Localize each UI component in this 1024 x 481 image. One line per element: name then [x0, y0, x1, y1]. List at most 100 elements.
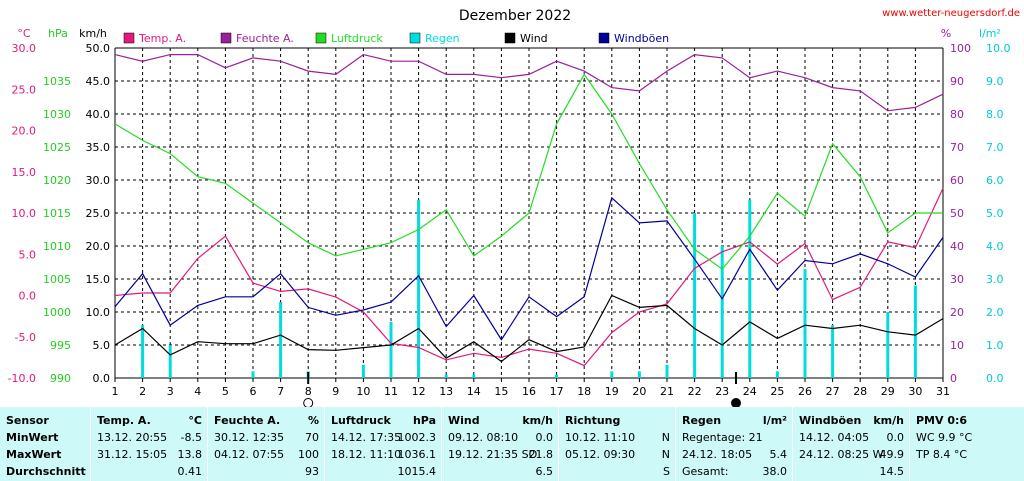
legend-swatch	[598, 32, 610, 44]
y-tick-label-humidity: 70	[950, 141, 964, 154]
y-tick-label-wind: 40.0	[86, 108, 111, 121]
y-tick-label-pressure: 995	[50, 339, 71, 352]
y-tick-label-pressure: 1030	[43, 108, 71, 121]
y-tick-label-temp: 25.0	[12, 83, 37, 96]
x-tick-label: 25	[770, 385, 784, 398]
y-tick-label-rain: 0.0	[986, 372, 1004, 385]
x-tick-label: 18	[577, 385, 591, 398]
rain-bar	[168, 345, 172, 378]
stats-value: 49.9	[879, 448, 905, 461]
x-tick-label: 29	[881, 385, 895, 398]
y-tick-label-temp: 0.0	[19, 290, 37, 303]
legend-label: Regen	[425, 32, 460, 45]
series-line-temp-a-	[114, 188, 944, 367]
y-tick-label-rain: 9.0	[986, 75, 1004, 88]
stats-value: 13.8	[177, 448, 203, 461]
y-tick-label-pressure: 1000	[43, 306, 71, 319]
stats-value: 0.0	[535, 431, 554, 444]
y-tick-label-humidity: 10	[950, 339, 964, 352]
weather-chart: Dezember 2022 www.wetter-neugersdorf.de …	[8, 8, 1020, 407]
y-tick-label-pressure: 1035	[43, 75, 71, 88]
rain-bar	[361, 364, 365, 378]
y-tick-label-pressure: 1025	[43, 141, 71, 154]
x-tick-label: 9	[332, 385, 339, 398]
legend-swatch	[220, 32, 232, 44]
rain-bar	[803, 269, 807, 378]
y-tick-label-humidity: 60	[950, 174, 964, 187]
x-tick-label: 22	[688, 385, 702, 398]
x-tick-label: 23	[715, 385, 729, 398]
stats-time: 18.12. 11:10	[331, 448, 402, 461]
y-tick-label-rain: 10.0	[986, 42, 1011, 55]
stats-col-unit: l/m²	[762, 414, 787, 427]
x-tick-label: 1	[112, 385, 119, 398]
rain-bar	[831, 325, 835, 378]
rain-bar	[444, 374, 448, 378]
stats-time: 13.12. 20:55	[97, 431, 168, 444]
x-tick-label: 15	[494, 385, 508, 398]
stats-row-label: MinWert	[6, 431, 59, 444]
stats-value: 100	[298, 448, 319, 461]
x-tick-label: 30	[908, 385, 922, 398]
stats-col-title: Windböen	[799, 414, 862, 427]
x-tick-label: 11	[384, 385, 398, 398]
stats-col-temp: Temp. A. °C 13.12. 20:55 -8.5 31.12. 15:05 13…	[90, 407, 208, 481]
x-tick-label: 26	[798, 385, 812, 398]
legend-swatch	[504, 32, 516, 44]
stats-time: Gesamt:	[682, 465, 729, 478]
series-line-luftdruck	[114, 73, 943, 270]
y-tick-label-temp: 10.0	[12, 207, 37, 220]
unit-label-temp: °C	[17, 27, 31, 40]
site-url[interactable]: www.wetter-neugersdorf.de	[882, 8, 1020, 19]
y-tick-label-temp: -5.0	[15, 331, 36, 344]
stats-col-title: Feuchte A.	[214, 414, 281, 427]
y-tick-label-rain: 5.0	[986, 207, 1004, 220]
legend-label: Temp. A.	[138, 32, 186, 45]
x-tick-label: 13	[439, 385, 453, 398]
stats-value: 1002.3	[397, 431, 437, 444]
stats-value: N	[661, 431, 670, 444]
stats-value: S	[663, 465, 670, 478]
y-tick-label-humidity: 100	[950, 42, 971, 55]
y-tick-label-humidity: 40	[950, 240, 964, 253]
rain-bar	[913, 285, 917, 378]
stats-col-sensor: Sensor MinWert MaxWert Durchschnitt	[0, 407, 90, 481]
x-tick-label: 19	[605, 385, 619, 398]
y-tick-label-rain: 4.0	[986, 240, 1004, 253]
stats-value: 0.41	[177, 465, 203, 478]
y-tick-label-rain: 6.0	[986, 174, 1004, 187]
stats-value: 70	[305, 431, 319, 444]
rain-bar	[693, 213, 697, 378]
stats-col-richtung: Richtung 10.12. 11:10 N 05.12. 09:30 N S	[558, 407, 676, 481]
y-tick-label-humidity: 50	[950, 207, 964, 220]
y-tick-label-wind: 30.0	[86, 174, 111, 187]
rain-bar	[279, 302, 283, 378]
y-tick-label-wind: 25.0	[86, 207, 111, 220]
x-tick-label: 5	[222, 385, 229, 398]
x-tick-label: 14	[467, 385, 481, 398]
legend-swatch	[409, 32, 421, 44]
stats-value: 1015.4	[397, 465, 437, 478]
rain-bar	[555, 374, 559, 378]
stats-value: 14.5	[879, 465, 905, 478]
unit-label-pressure: hPa	[48, 27, 68, 40]
legend-label: Luftdruck	[331, 32, 383, 45]
y-tick-label-wind: 15.0	[86, 273, 111, 286]
rain-bar	[775, 371, 779, 378]
x-tick-label: 17	[550, 385, 564, 398]
stats-col-title: PMV 0:6	[916, 414, 968, 427]
x-tick-label: 6	[250, 385, 257, 398]
stats-time: 31.12. 15:05	[97, 448, 168, 461]
x-tick-label: 10	[356, 385, 370, 398]
stats-value: 5.4	[769, 448, 788, 461]
stats-col-regen: Regen l/m² Regentage: 21 24.12. 18:05 5.4 Ges…	[675, 407, 793, 481]
stats-col-windboeen: Windböen km/h 14.12. 04:05 0.0 24.12. 08:25 …	[792, 407, 910, 481]
stats-value: 93	[305, 465, 319, 478]
stats-col-wind: Wind km/h 09.12. 08:10 0.0 19.12. 21:35 SO 21…	[441, 407, 559, 481]
stats-col-pmv: PMV 0:6 WC 9.9 °C TP 8.4 °C	[909, 407, 1024, 481]
rain-bar	[610, 371, 614, 378]
series-line-windb-en	[114, 196, 944, 341]
stats-col-title: Regen	[682, 414, 722, 427]
unit-label-wind: km/h	[79, 27, 107, 40]
stats-time: 05.12. 09:30	[565, 448, 636, 461]
